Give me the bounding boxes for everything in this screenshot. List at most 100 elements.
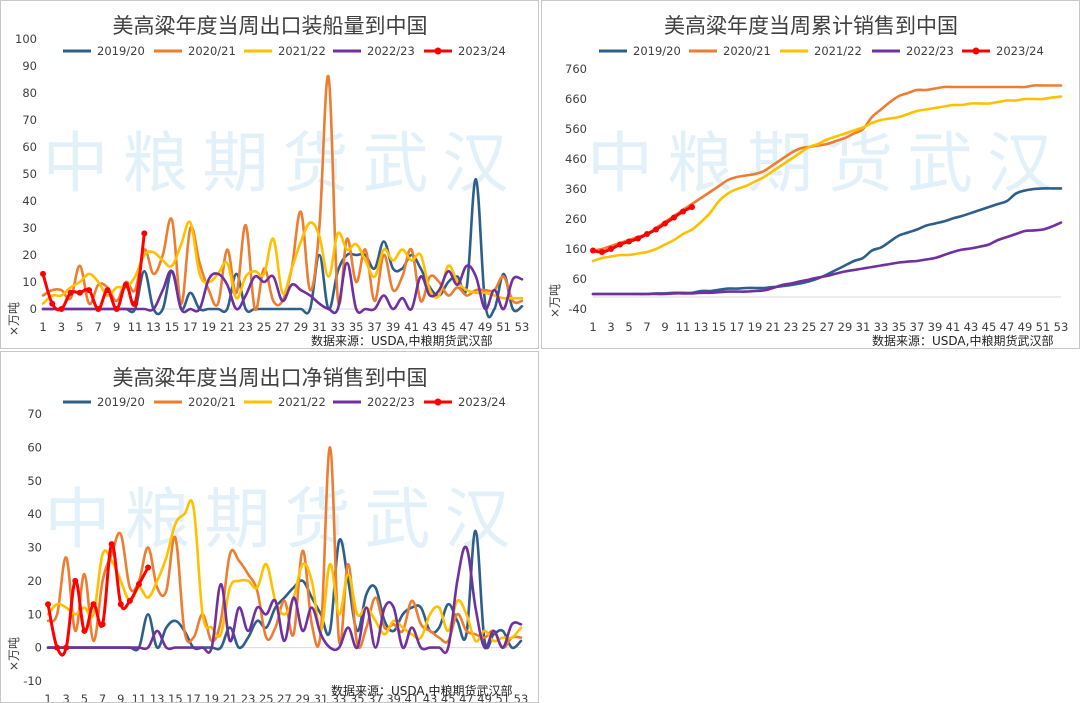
source-note: 数据来源：USDA,中粮期货武汉部 bbox=[331, 683, 512, 698]
x-tick-label: 1 bbox=[44, 692, 51, 703]
x-tick-label: 37 bbox=[368, 692, 383, 703]
x-tick-label: 49 bbox=[477, 692, 492, 703]
x-tick-label: 11 bbox=[132, 692, 147, 703]
y-tick-label: 40 bbox=[22, 194, 37, 208]
legend-item: 2022/23 bbox=[333, 395, 415, 409]
x-tick-label: 9 bbox=[117, 692, 124, 703]
y-tick-label: 20 bbox=[27, 574, 42, 588]
x-tick-label: 21 bbox=[766, 320, 781, 334]
legend-label: 2019/20 bbox=[97, 44, 145, 58]
data-point bbox=[67, 289, 74, 296]
series-line-2019-20 bbox=[591, 187, 1063, 296]
data-point bbox=[599, 249, 605, 255]
y-axis-unit: ×万吨 bbox=[548, 284, 562, 318]
data-point bbox=[635, 235, 641, 242]
legend-marker bbox=[434, 398, 442, 406]
data-point bbox=[40, 270, 46, 277]
x-tick-label: 47 bbox=[1000, 320, 1015, 334]
data-point bbox=[117, 601, 124, 608]
y-tick-label: 30 bbox=[22, 221, 37, 235]
legend-item: 2023/24 bbox=[424, 44, 506, 58]
data-point bbox=[122, 281, 129, 288]
legend-label: 2023/24 bbox=[458, 44, 506, 58]
data-point bbox=[86, 287, 93, 294]
data-point bbox=[132, 300, 139, 307]
data-point bbox=[113, 306, 120, 312]
y-tick-label: 40 bbox=[27, 507, 42, 521]
series-line-2022-23 bbox=[46, 545, 523, 655]
y-tick-label: 560 bbox=[565, 122, 587, 136]
x-tick-label: 33 bbox=[330, 320, 345, 334]
x-tick-label: 51 bbox=[496, 320, 511, 334]
y-tick-label: 60 bbox=[22, 140, 37, 154]
x-tick-label: 27 bbox=[275, 320, 290, 334]
x-tick-label: 5 bbox=[76, 320, 83, 334]
x-tick-label: 15 bbox=[712, 320, 727, 334]
legend-item: 2019/20 bbox=[63, 395, 145, 409]
x-tick-label: 11 bbox=[676, 320, 691, 334]
legend-item: 2020/21 bbox=[689, 44, 771, 58]
x-tick-label: 31 bbox=[314, 692, 329, 703]
x-tick-label: 13 bbox=[150, 692, 165, 703]
legend-label: 2020/21 bbox=[188, 44, 236, 58]
x-tick-label: 23 bbox=[784, 320, 799, 334]
x-tick-label: 51 bbox=[1036, 320, 1051, 334]
y-tick-label: 70 bbox=[22, 113, 37, 127]
y-tick-label: 50 bbox=[27, 474, 42, 488]
x-tick-label: 9 bbox=[661, 320, 668, 334]
panel-shipments: 中粮期货武汉 美高粱年度当周出口装船量到中国 2019/20 2020/21 2021/… bbox=[0, 0, 539, 349]
x-tick-label: 9 bbox=[113, 320, 120, 334]
x-tick-label: 1 bbox=[589, 320, 596, 334]
x-tick-label: 25 bbox=[259, 692, 274, 703]
x-tick-label: 15 bbox=[165, 320, 180, 334]
legend-label: 2020/21 bbox=[723, 44, 771, 58]
x-tick-label: 37 bbox=[910, 320, 925, 334]
data-point bbox=[95, 306, 102, 312]
legend-item: 2021/22 bbox=[780, 44, 862, 58]
data-point bbox=[72, 577, 79, 584]
x-tick-label: 23 bbox=[238, 320, 253, 334]
panel-net-sales: 中粮期货武汉 美高粱年度当周出口净销售到中国 2019/20 2020/21 2021/… bbox=[0, 351, 539, 703]
source-note: 数据来源：USDA,中粮期货武汉部 bbox=[872, 333, 1053, 348]
data-point bbox=[45, 601, 51, 608]
data-point bbox=[671, 214, 677, 221]
series-line-2022-23 bbox=[41, 261, 524, 315]
x-tick-label: 47 bbox=[459, 320, 474, 334]
x-tick-label: 19 bbox=[204, 692, 219, 703]
data-point bbox=[108, 541, 115, 548]
y-tick-label: 90 bbox=[22, 59, 37, 73]
x-tick-label: 41 bbox=[946, 320, 961, 334]
data-point bbox=[63, 644, 70, 651]
x-tick-label: 35 bbox=[892, 320, 907, 334]
x-tick-label: 41 bbox=[405, 692, 420, 703]
legend-item: 2019/20 bbox=[63, 44, 145, 58]
data-point bbox=[104, 287, 111, 294]
x-tick-label: 27 bbox=[277, 692, 292, 703]
x-tick-label: 13 bbox=[694, 320, 709, 334]
watermark: 中粮期货武汉 bbox=[45, 481, 525, 558]
x-tick-label: 47 bbox=[459, 692, 474, 703]
data-point bbox=[49, 300, 56, 307]
data-point bbox=[54, 644, 61, 651]
x-tick-label: 53 bbox=[514, 692, 529, 703]
x-tick-label: 49 bbox=[478, 320, 493, 334]
data-point bbox=[126, 597, 133, 604]
x-tick-label: 3 bbox=[607, 320, 614, 334]
data-point bbox=[662, 220, 668, 227]
y-tick-label: 60 bbox=[27, 440, 42, 454]
legend-label: 2022/23 bbox=[367, 44, 415, 58]
watermark: 中粮期货武汉 bbox=[43, 125, 523, 202]
data-point bbox=[145, 564, 152, 571]
legend-item: 2019/20 bbox=[599, 44, 681, 58]
data-point bbox=[90, 601, 97, 608]
data-point bbox=[644, 231, 650, 237]
legend-item: 2023/24 bbox=[962, 44, 1044, 58]
legend-label: 2021/22 bbox=[278, 44, 326, 58]
y-axis-unit: ×万吨 bbox=[7, 637, 21, 671]
data-point bbox=[141, 230, 148, 237]
chart-shipments: 中粮期货武汉 美高粱年度当周出口装船量到中国 2019/20 2020/21 2021/… bbox=[7, 14, 529, 348]
x-tick-label: 29 bbox=[295, 692, 310, 703]
y-tick-label: 260 bbox=[565, 212, 587, 226]
x-tick-label: 45 bbox=[982, 320, 997, 334]
x-tick-label: 17 bbox=[183, 320, 198, 334]
